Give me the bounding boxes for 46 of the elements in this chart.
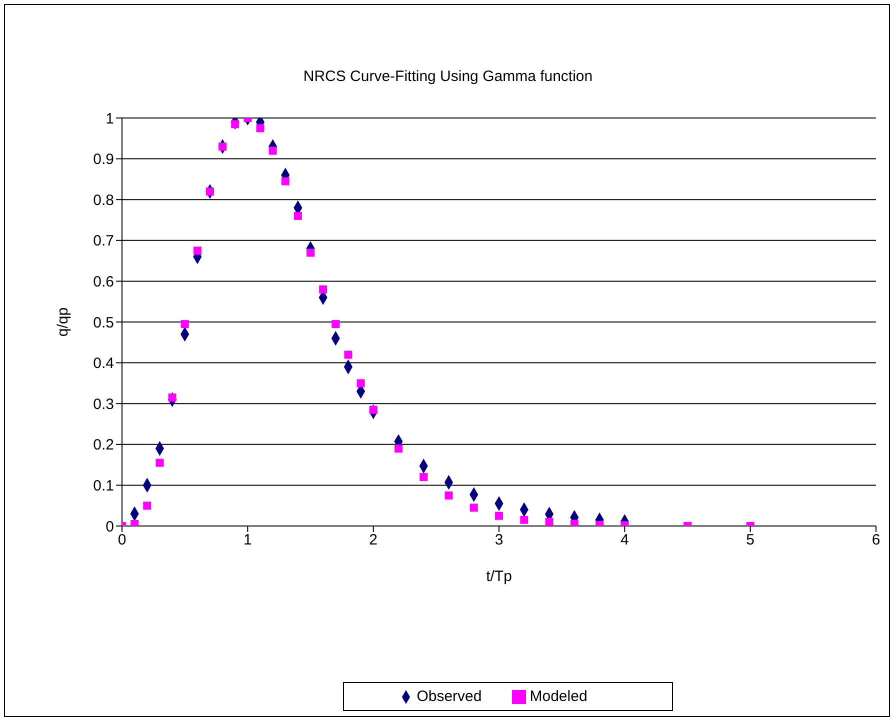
point — [306, 248, 314, 257]
point — [143, 502, 152, 510]
point — [545, 518, 554, 526]
point — [130, 520, 139, 526]
point — [180, 320, 189, 328]
x-tick-label: 4 — [620, 532, 629, 549]
y-tick-label: 0.7 — [93, 232, 114, 250]
x-axis-title: t/Tp — [486, 568, 512, 585]
y-tick-label: 0.5 — [93, 314, 114, 332]
point — [156, 458, 164, 467]
x-tick-label: 5 — [746, 532, 755, 549]
point — [332, 320, 340, 328]
x-tick-label: 1 — [243, 532, 252, 549]
point — [520, 516, 528, 524]
legend-label: Modeled — [530, 688, 588, 705]
point — [420, 473, 428, 482]
y-tick-label: 0.3 — [93, 396, 114, 413]
point — [168, 393, 176, 402]
y-tick-label: 0.8 — [93, 192, 114, 209]
point — [319, 285, 328, 294]
point — [344, 350, 352, 359]
point — [193, 246, 202, 255]
point — [356, 379, 365, 388]
point — [470, 504, 478, 512]
x-tick-label: 0 — [118, 532, 126, 549]
point — [281, 177, 290, 186]
x-tick-label: 2 — [369, 532, 378, 549]
point — [256, 124, 264, 132]
point — [294, 212, 302, 220]
y-tick-label: 0.6 — [93, 274, 114, 291]
chart-title: NRCS Curve-Fitting Using Gamma function — [302, 68, 594, 85]
y-tick-label: 0.9 — [93, 151, 114, 168]
y-tick-label: 1 — [106, 110, 114, 128]
point — [444, 491, 453, 500]
y-tick-label: 0.2 — [93, 436, 114, 454]
y-tick-label: 0.4 — [93, 355, 114, 372]
point — [495, 512, 503, 520]
legend-label: Observed — [416, 688, 482, 705]
y-axis-title: q/qp — [54, 307, 72, 337]
x-tick-label: 3 — [494, 532, 504, 549]
point — [570, 520, 578, 526]
x-tick-label: 6 — [872, 532, 880, 549]
y-tick-label: 0.1 — [93, 478, 114, 495]
point — [268, 146, 277, 155]
point — [394, 444, 402, 452]
y-tick-label: 0 — [106, 518, 114, 536]
